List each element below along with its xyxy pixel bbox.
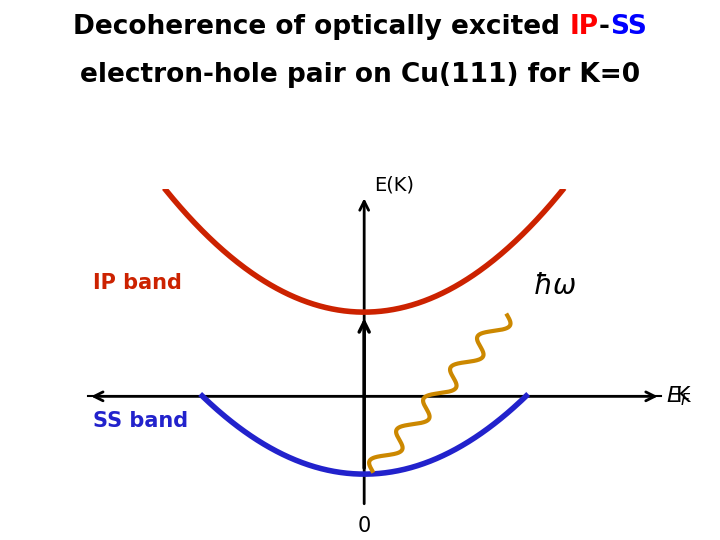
Text: K: K <box>676 386 690 407</box>
Text: electron-hole pair on Cu(111) for K=0: electron-hole pair on Cu(111) for K=0 <box>80 62 640 88</box>
Text: E(K): E(K) <box>374 175 415 194</box>
Text: SS band: SS band <box>94 411 189 431</box>
Text: $E_F$: $E_F$ <box>666 384 690 408</box>
Text: IP: IP <box>570 14 599 39</box>
Text: SS: SS <box>610 14 647 39</box>
Text: Decoherence of optically excited: Decoherence of optically excited <box>73 14 570 39</box>
Text: 0: 0 <box>358 516 371 536</box>
Text: $\hbar\omega$: $\hbar\omega$ <box>533 273 576 300</box>
Text: IP band: IP band <box>94 273 182 293</box>
Text: -: - <box>599 14 610 39</box>
